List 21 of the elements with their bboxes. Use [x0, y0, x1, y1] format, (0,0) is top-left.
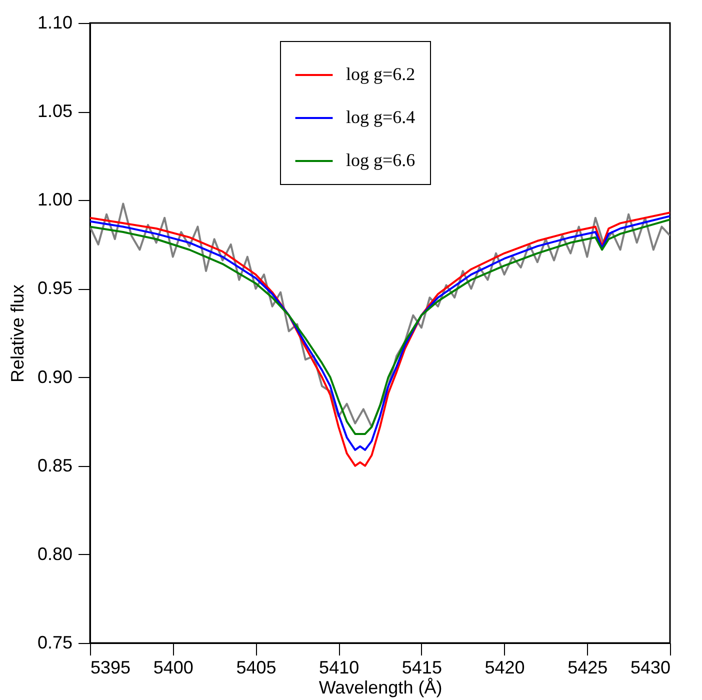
x-tick-label: 5405 [236, 658, 276, 678]
y-tick-label: 0.90 [37, 366, 72, 387]
y-tick-label: 0.80 [37, 544, 72, 564]
x-tick-label: 5395 [90, 658, 131, 678]
y-tick-label: 0.85 [37, 455, 72, 476]
y-tick-label: 0.95 [37, 278, 72, 298]
y-axis-title: Relative flux [7, 284, 28, 383]
y-tick-label: 1.00 [37, 190, 72, 210]
legend-label: log g=6.6 [346, 150, 416, 170]
legend-label: log g=6.4 [346, 107, 416, 127]
y-tick-label: 1.05 [37, 101, 72, 122]
x-tick-label: 5415 [402, 658, 442, 678]
legend-label: log g=6.2 [346, 64, 416, 84]
x-tick-label: 5425 [568, 658, 608, 678]
y-tick-label: 1.10 [37, 12, 72, 32]
x-tick-label: 5410 [319, 658, 360, 678]
x-tick-label: 5400 [153, 658, 194, 678]
y-tick-label: 0.75 [37, 632, 72, 652]
x-tick-label: 5420 [484, 658, 525, 678]
x-tick-label: 5430 [630, 658, 670, 678]
x-axis-title: Wavelength (Å) [318, 678, 442, 698]
